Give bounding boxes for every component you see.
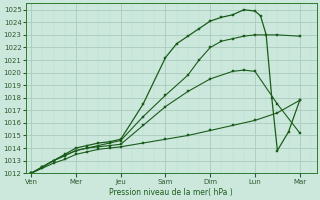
X-axis label: Pression niveau de la mer( hPa ): Pression niveau de la mer( hPa ) bbox=[109, 188, 233, 197]
